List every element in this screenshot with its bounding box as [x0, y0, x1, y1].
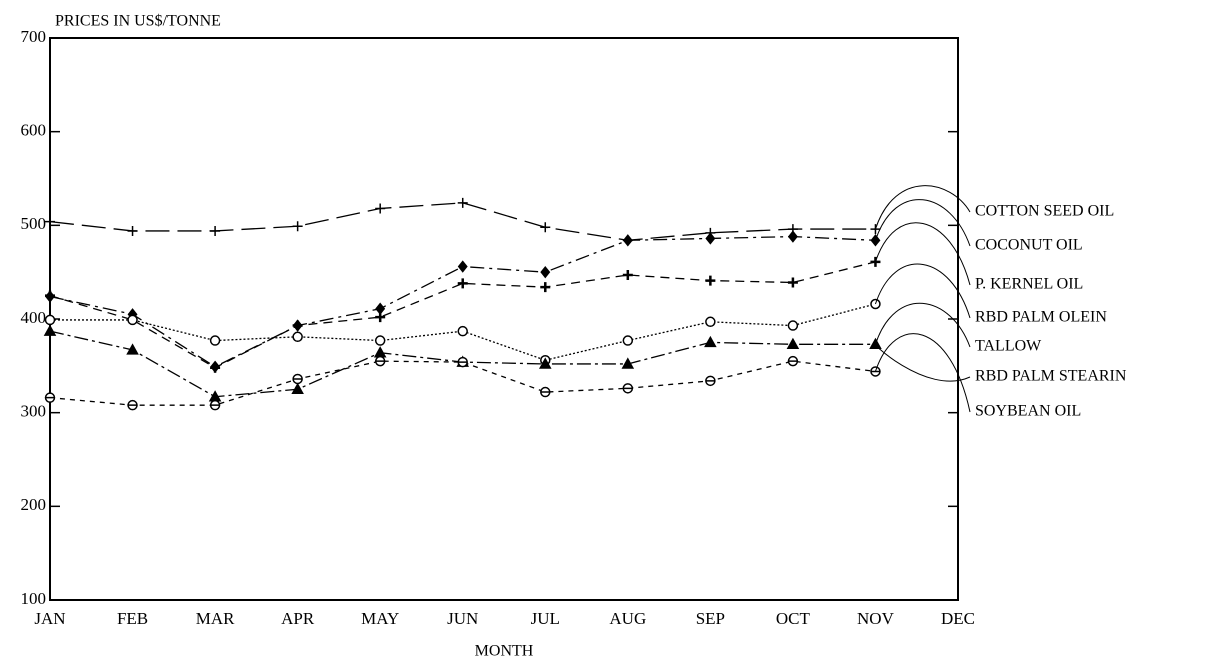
marker	[705, 316, 716, 328]
marker	[374, 355, 386, 367]
y-tick-label: 100	[21, 589, 47, 608]
x-tick-label: JUL	[531, 609, 560, 628]
x-tick-label: JAN	[34, 609, 65, 628]
marker	[210, 362, 221, 373]
marker	[209, 335, 221, 346]
marker	[127, 399, 138, 411]
marker	[457, 325, 468, 337]
marker	[209, 399, 221, 411]
marker	[291, 382, 304, 394]
x-tick-label: FEB	[117, 609, 148, 628]
y-axis-label: PRICES IN US$/TONNE	[55, 13, 221, 30]
marker	[45, 290, 55, 301]
marker	[126, 343, 139, 355]
series-line	[49, 261, 876, 369]
x-tick-label: SEP	[696, 609, 725, 628]
marker	[787, 277, 798, 288]
marker	[457, 260, 468, 273]
marker	[44, 314, 56, 326]
marker	[45, 216, 55, 227]
marker	[705, 232, 716, 245]
marker	[127, 225, 138, 236]
marker	[292, 373, 303, 385]
marker	[540, 282, 551, 293]
x-axis-label: MONTH	[475, 643, 534, 660]
marker	[375, 203, 386, 214]
y-tick-label: 700	[21, 27, 47, 46]
marker	[787, 230, 798, 243]
marker	[44, 392, 56, 403]
legend-label: RBD PALM OLEIN	[975, 309, 1107, 326]
marker	[540, 386, 551, 398]
leader-line	[874, 185, 971, 230]
marker	[375, 312, 386, 323]
marker	[786, 337, 800, 350]
leader-line	[874, 222, 971, 286]
marker	[704, 335, 717, 348]
series-line	[49, 360, 876, 406]
leader-line	[874, 263, 971, 319]
marker	[540, 222, 551, 233]
series-line	[50, 303, 876, 361]
legend-label: COCONUT OIL	[975, 237, 1083, 254]
x-tick-label: MAY	[361, 609, 399, 628]
marker	[373, 346, 387, 358]
marker	[127, 314, 138, 326]
leader-line	[874, 302, 971, 348]
series-line	[49, 235, 876, 368]
legend-label: TALLOW	[975, 338, 1042, 355]
legend-label: P. KERNEL OIL	[975, 276, 1083, 293]
marker	[621, 357, 635, 369]
x-tick-label: DEC	[941, 609, 975, 628]
marker	[538, 357, 552, 369]
marker	[292, 320, 303, 331]
marker	[292, 331, 303, 343]
plot-frame	[49, 37, 959, 601]
y-tick-label: 400	[21, 308, 47, 327]
x-tick-label: MAR	[196, 609, 235, 628]
annotation: RBD PALM STEARIN	[975, 368, 1127, 385]
marker	[374, 335, 386, 346]
y-tick-label: 600	[21, 121, 47, 140]
marker	[210, 225, 221, 236]
leader-line	[874, 333, 971, 413]
marker	[705, 375, 716, 387]
legend-label: SOYBEAN OIL	[975, 403, 1081, 420]
x-tick-label: NOV	[857, 609, 895, 628]
marker	[457, 356, 468, 368]
leader-line	[874, 199, 971, 247]
x-tick-label: OCT	[776, 609, 811, 628]
x-tick-label: AUG	[609, 609, 646, 628]
marker	[787, 355, 799, 367]
x-tick-label: APR	[281, 609, 315, 628]
marker	[292, 221, 303, 232]
marker	[622, 234, 633, 247]
marker	[705, 275, 716, 286]
marker	[622, 335, 634, 346]
marker	[540, 265, 551, 279]
marker	[457, 278, 468, 289]
y-tick-label: 500	[21, 214, 47, 233]
legend-label: COTTON SEED OIL	[975, 203, 1114, 220]
series-line	[49, 202, 876, 241]
marker	[622, 269, 633, 280]
y-tick-label: 200	[21, 495, 47, 514]
leader-line	[873, 343, 971, 382]
marker	[457, 197, 468, 208]
marker	[787, 320, 799, 331]
x-tick-label: JUN	[447, 609, 478, 628]
marker	[43, 324, 57, 336]
y-tick-label: 300	[21, 402, 47, 421]
marker	[622, 383, 634, 394]
